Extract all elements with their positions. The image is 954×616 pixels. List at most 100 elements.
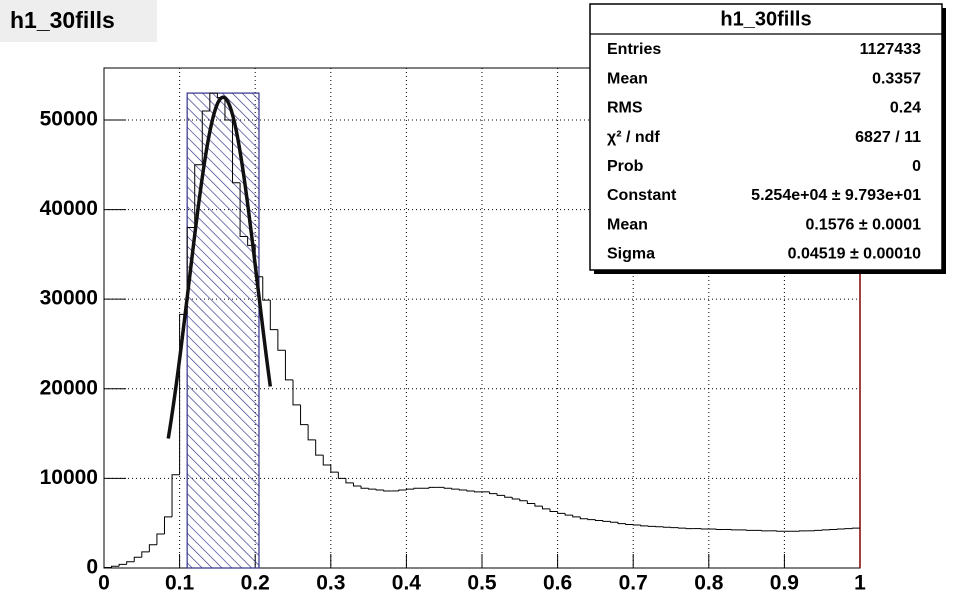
histogram-bin: [383, 490, 392, 492]
y-tick-label: 20000: [40, 376, 98, 399]
histogram-bin: [111, 565, 120, 568]
histogram-bin: [284, 350, 293, 381]
histogram-bin: [534, 503, 543, 507]
stat-value: 0.04519 ± 0.00010: [788, 246, 921, 263]
histogram-bin: [352, 482, 362, 487]
histogram-bin: [126, 561, 135, 565]
x-tick-label: 0.5: [467, 572, 497, 595]
histogram-bin: [269, 300, 278, 331]
histogram-bin: [277, 329, 286, 351]
stat-value: 5.254e+04 ± 9.793e+01: [751, 187, 921, 204]
histogram-bin: [625, 523, 634, 526]
stat-value: 0.1576 ± 0.0001: [805, 216, 921, 233]
histogram-bin: [610, 521, 619, 523]
y-tick-label: 30000: [40, 287, 98, 310]
histogram-bin: [564, 513, 573, 516]
histogram-bin: [194, 164, 203, 228]
stat-label: Mean: [607, 70, 648, 87]
histogram-bin: [557, 511, 566, 514]
histogram-bin: [224, 97, 233, 121]
histogram-bin: [466, 490, 475, 492]
histogram-bin: [405, 488, 414, 491]
x-tick-label: 0.9: [770, 572, 799, 595]
fit-curve: [166, 95, 273, 439]
x-tick-label: 0.6: [543, 572, 572, 595]
histogram-bin: [617, 522, 626, 525]
stat-label: Entries: [607, 41, 661, 58]
histogram-bin: [171, 474, 180, 517]
histogram-bin: [594, 519, 603, 522]
x-tick-label: 0.1: [165, 572, 195, 595]
histogram-bin: [141, 551, 150, 558]
stat-label: Mean: [607, 216, 648, 233]
histogram-bin: [375, 489, 384, 491]
x-tick-label: 0.4: [392, 572, 422, 595]
histogram-bin: [300, 404, 309, 426]
histogram-bin: [337, 472, 346, 479]
histogram-bin: [239, 182, 248, 237]
plot-area: 0 10000 20000 30000 40000 50000 0 0.1 0.2 0.3 0.4 0…: [40, 67, 866, 595]
histogram-bin: [292, 379, 301, 406]
histogram-bin: [368, 488, 377, 490]
histogram-bin: [148, 544, 157, 552]
stat-label: χ² / ndf: [607, 129, 660, 146]
y-tick-label: 10000: [40, 466, 98, 489]
x-tick-label: 0: [98, 572, 110, 595]
histogram-bin: [133, 556, 142, 562]
histogram-bin: [511, 497, 520, 500]
histogram-bin: [201, 110, 210, 165]
stats-frame: [589, 3, 943, 271]
stat-value: 0.3357: [872, 70, 921, 87]
histogram-bin: [526, 500, 535, 504]
histogram-bin: [315, 439, 324, 456]
histogram-bin: [156, 533, 165, 545]
stats-box: h1_30fills Entries 1127433 Mean 0.3357 RMS 0.…: [589, 3, 946, 274]
stats-title: h1_30fills: [720, 8, 811, 30]
histogram-bin: [640, 524, 649, 527]
stat-label: Sigma: [607, 246, 655, 263]
y-tick-label: 0: [86, 556, 98, 579]
histogram-bin: [163, 516, 173, 534]
stat-label: Prob: [607, 158, 644, 175]
histogram-bin: [428, 486, 437, 489]
histogram-bin: [602, 520, 611, 522]
stat-value: 1127433: [860, 41, 922, 58]
stat-label: RMS: [607, 100, 643, 117]
histogram-bin: [504, 495, 513, 498]
x-tick-label: 0.2: [241, 572, 270, 595]
x-tick-label: 1: [854, 572, 866, 595]
histogram-bin: [330, 464, 339, 473]
histogram-bin: [458, 489, 467, 491]
histogram-bin: [118, 563, 127, 567]
histogram-bin: [360, 486, 369, 489]
histogram-bin: [587, 518, 596, 521]
x-tick-label: 0.7: [619, 572, 648, 595]
stat-value: 0: [912, 158, 921, 175]
histogram-bin: [398, 489, 407, 491]
stat-value: 6827 / 11: [855, 129, 921, 146]
chart-title: h1_30fills: [10, 7, 115, 33]
histogram-bin: [473, 490, 482, 493]
histogram-bin: [496, 493, 505, 496]
histogram-bin: [549, 508, 558, 513]
histogram-bin: [443, 487, 452, 489]
histogram-bin: [209, 92, 218, 112]
title-box: [0, 0, 157, 42]
histogram-bin: [519, 499, 528, 502]
histogram-bin: [579, 516, 588, 520]
histogram-bin: [572, 515, 581, 518]
x-tick-label: 0.8: [694, 572, 724, 595]
fit-band: [186, 92, 260, 569]
histogram-bin: [413, 487, 422, 490]
histogram-bin: [345, 478, 354, 484]
histogram-bin: [322, 455, 331, 466]
y-tick-label: 50000: [40, 108, 98, 131]
histogram-bin: [489, 491, 498, 495]
y-tick-label: 40000: [40, 197, 98, 220]
x-tick-label: 0.3: [316, 572, 345, 595]
stat-label: Constant: [607, 187, 677, 204]
histogram-bin: [541, 506, 551, 510]
stat-value: 0.24: [890, 100, 921, 117]
histogram-bin: [262, 276, 271, 301]
